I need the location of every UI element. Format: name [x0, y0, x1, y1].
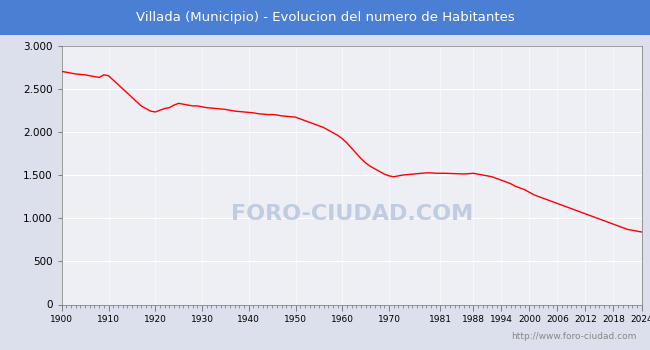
Text: Villada (Municipio) - Evolucion del numero de Habitantes: Villada (Municipio) - Evolucion del nume…: [136, 11, 514, 24]
Text: http://www.foro-ciudad.com: http://www.foro-ciudad.com: [512, 332, 637, 341]
Text: FORO-CIUDAD.COM: FORO-CIUDAD.COM: [231, 204, 473, 224]
